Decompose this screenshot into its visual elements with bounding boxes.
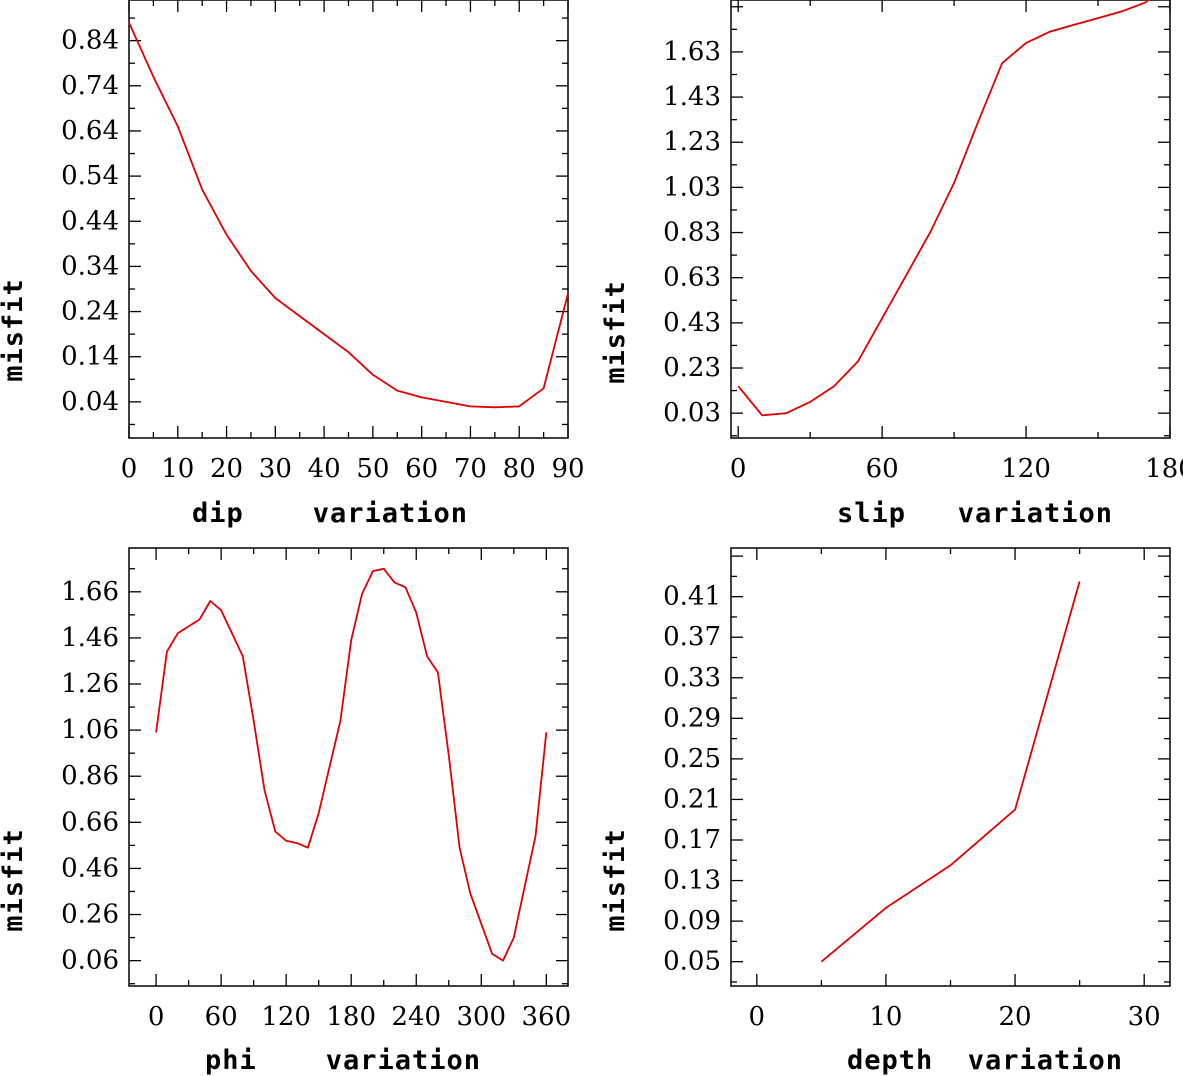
y-axis-title: misfit [600,280,631,384]
x-axis-title: dip variation [192,498,468,529]
y-tick-label: 0.34 [61,251,119,281]
series-line [155,567,548,962]
x-tick-label: 0 [749,1002,766,1032]
plot-frame [730,547,1171,987]
x-tick-label: 10 [869,1002,902,1032]
y-tick-label: 0.14 [61,342,119,372]
x-tick-label: 90 [551,454,584,484]
y-tick-label: 0.64 [61,116,119,146]
y-axis-title: misfit [600,828,631,932]
y-tick-label: 1.46 [61,623,119,653]
y-tick-label: 0.26 [61,900,119,930]
y-tick-label: 0.13 [663,866,721,896]
x-tick-label: 60 [205,1002,238,1032]
x-tick-label: 60 [866,454,899,484]
y-tick-label: 0.83 [663,218,721,248]
y-tick-label: 0.03 [663,398,721,428]
series-line [820,581,1081,963]
x-tick-label: 180 [1145,454,1183,484]
series-line [128,22,569,409]
y-tick-label: 1.66 [61,577,119,607]
x-tick-label: 80 [503,454,536,484]
x-tick-label: 40 [308,454,341,484]
y-tick-label: 0.05 [663,947,721,977]
x-tick-label: 70 [454,454,487,484]
panel-3: 0 60 120 180 240 300 360 0.06 0.26 0.46 0.66 0.86 1.… [0,547,572,1076]
panel-4: 0 10 20 30 0.05 0.09 0.13 0.17 0.21 0.25 0.29 0.33 0… [600,547,1171,1076]
y-tick-label: 0.46 [61,853,119,883]
x-tick-label: 0 [730,454,747,484]
y-tick-label: 0.09 [663,906,721,936]
x-tick-label: 0 [121,454,138,484]
x-axis-title: phi variation [205,1045,481,1076]
y-tick-label: 1.26 [61,669,119,699]
plot-frame [730,0,1171,439]
y-tick-label: 1.63 [663,37,721,67]
y-tick-label: 0.25 [663,744,721,774]
y-tick-label: 0.24 [61,297,119,327]
y-tick-label: 1.06 [61,715,119,745]
x-tick-label: 0 [148,1002,165,1032]
x-tick-label: 30 [1128,1002,1161,1032]
y-tick-label: 0.84 [61,26,119,56]
plot-frame [128,547,569,987]
x-axis-title: slip variation [837,498,1113,529]
y-tick-label: 0.37 [663,622,721,652]
x-tick-label: 300 [456,1002,506,1032]
y-tick-label: 0.29 [663,703,721,733]
plot-frame [128,0,569,439]
y-tick-label: 0.33 [663,663,721,693]
panel-2: 0 60 120 180 0.03 0.23 0.43 0.63 0.83 1.03 1.23 1.4… [600,0,1183,529]
panel-1: 0 10 20 30 40 50 60 70 80 90 0.04 0.14 0.24 0.34 0.44 0… [0,0,585,529]
x-axis-title: depth variation [847,1045,1123,1076]
x-tick-label: 60 [405,454,438,484]
y-tick-label: 0.06 [61,946,119,976]
x-tick-label: 30 [259,454,292,484]
x-tick-label: 20 [999,1002,1032,1032]
y-tick-label: 0.21 [663,784,721,814]
x-tick-label: 20 [210,454,243,484]
y-tick-label: 1.03 [663,172,721,202]
y-tick-label: 0.54 [61,161,119,191]
x-tick-label: 240 [391,1002,441,1032]
x-tick-label: 180 [326,1002,376,1032]
y-tick-label: 0.17 [663,825,721,855]
x-tick-label: 50 [356,454,389,484]
x-tick-label: 120 [261,1002,311,1032]
y-tick-label: 0.74 [61,71,119,101]
y-axis-title: misfit [0,278,29,382]
series-line [737,0,1150,417]
y-tick-label: 0.43 [663,308,721,338]
x-tick-label: 10 [161,454,194,484]
y-tick-label: 0.23 [663,353,721,383]
y-axis-title: misfit [0,828,29,932]
y-tick-label: 0.44 [61,206,119,236]
y-tick-label: 0.66 [61,807,119,837]
x-tick-label: 120 [1001,454,1051,484]
y-tick-label: 0.41 [663,582,721,612]
x-tick-label: 360 [522,1002,572,1032]
y-tick-label: 1.23 [663,127,721,157]
y-tick-label: 0.04 [61,387,119,417]
y-tick-label: 0.86 [61,761,119,791]
y-tick-label: 1.43 [663,82,721,112]
y-tick-label: 0.63 [663,263,721,293]
